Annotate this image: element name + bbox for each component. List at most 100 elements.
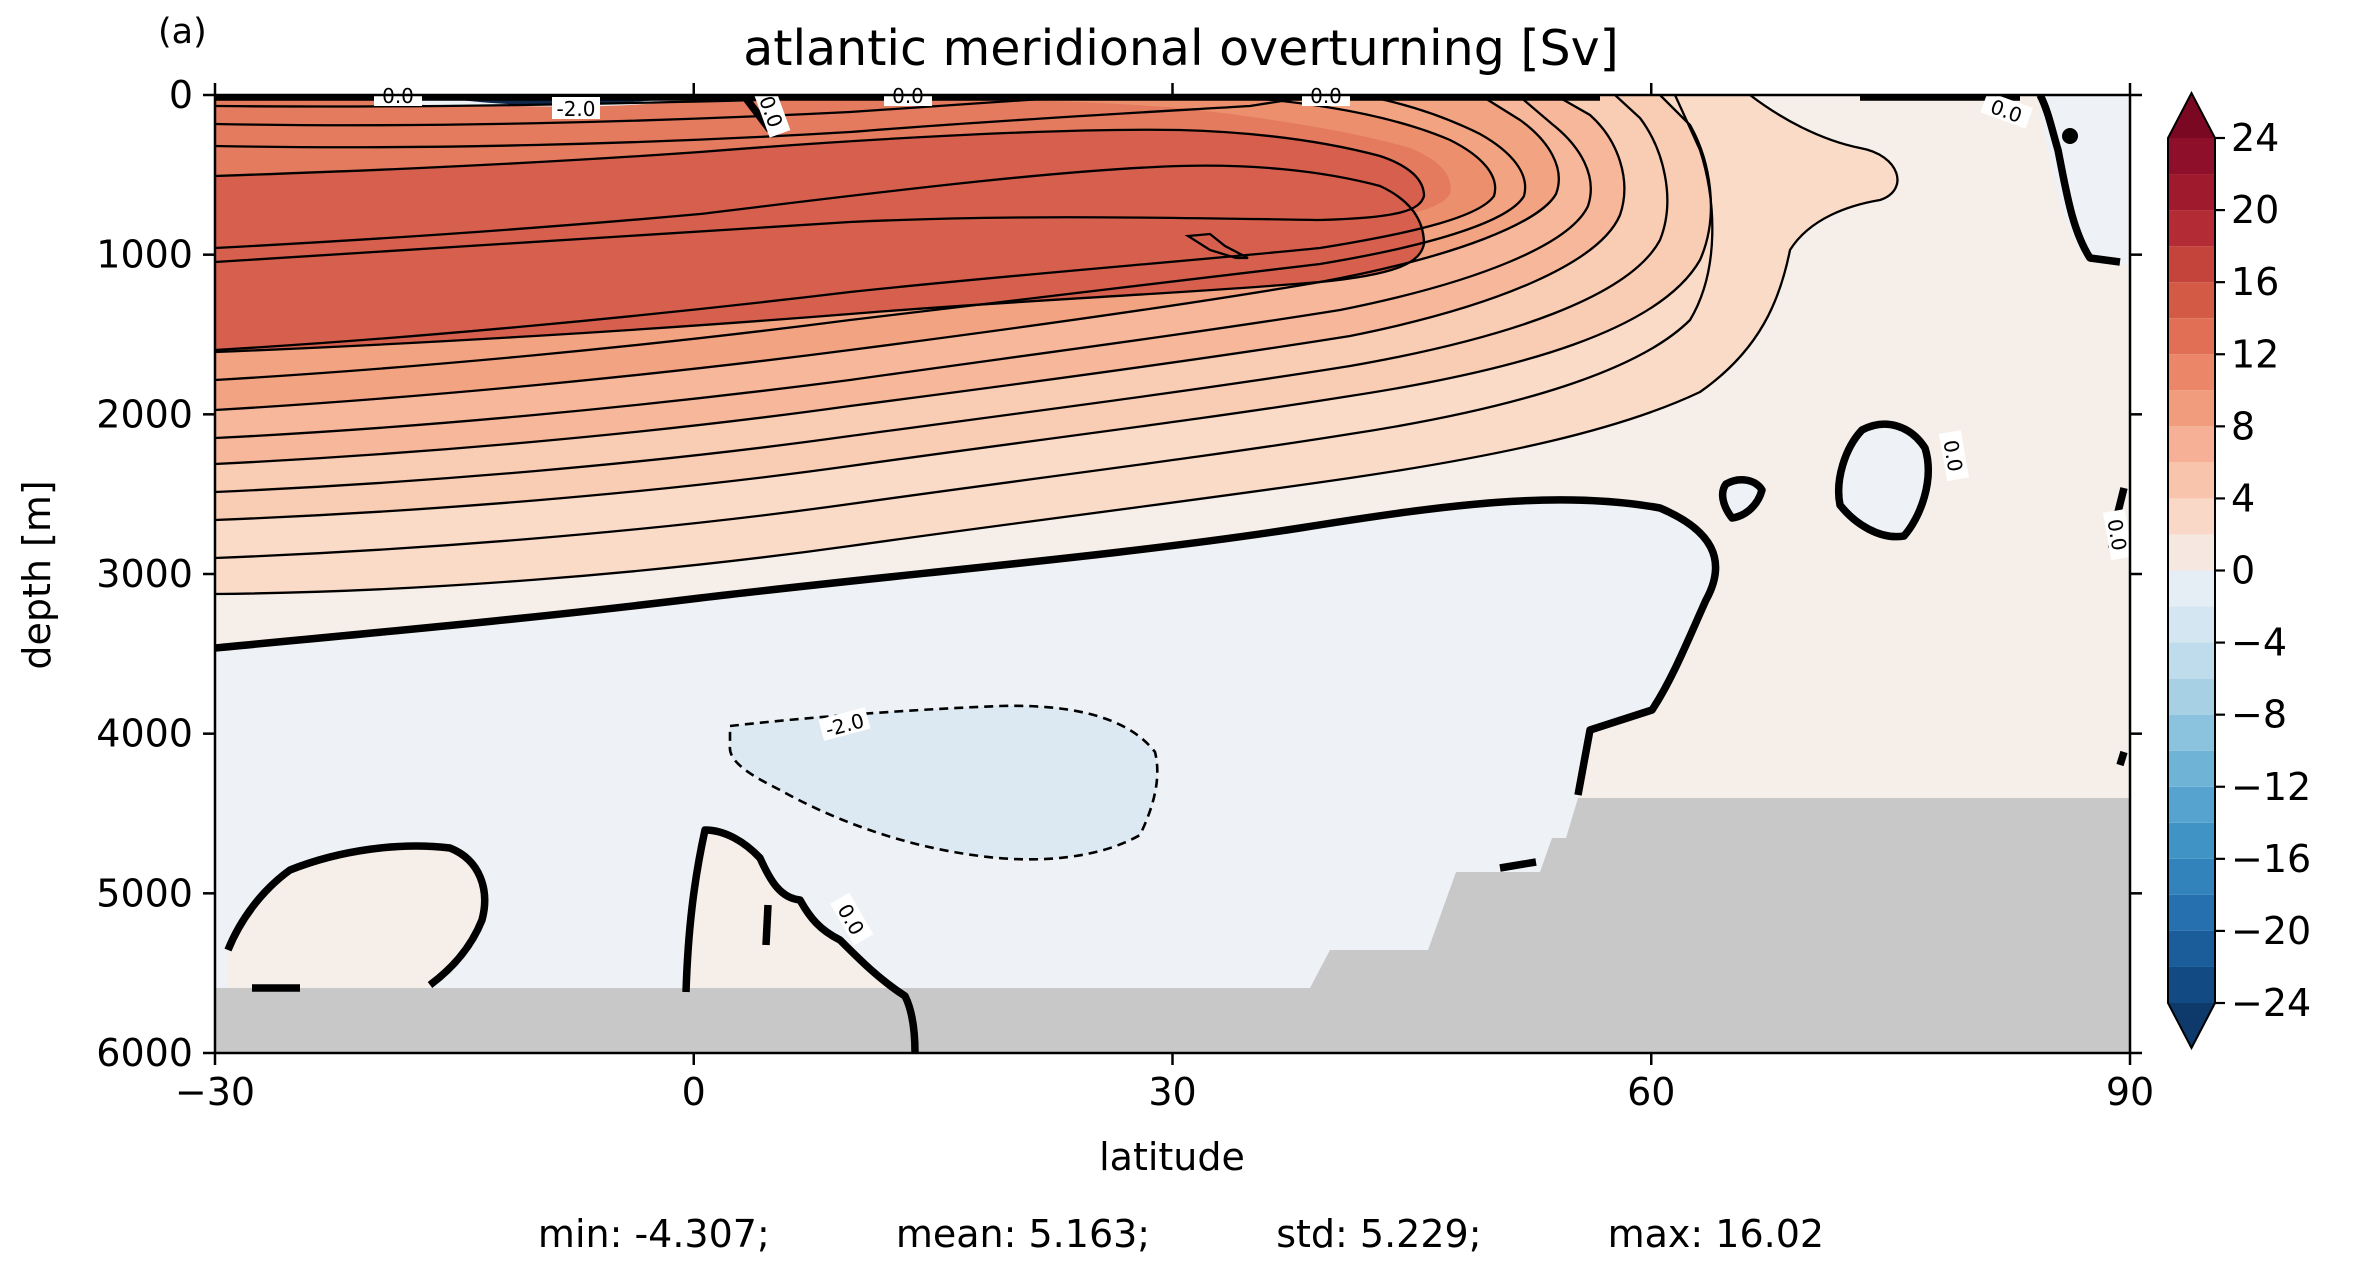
colorbar-tick-label: 8 [2231, 404, 2255, 448]
colorbar-tick-label: −16 [2231, 837, 2311, 881]
minus-two-contour [728, 704, 1159, 861]
colorbar-segment [2168, 246, 2215, 283]
colorbar-segment [2168, 786, 2215, 823]
contour-label-bg [2102, 509, 2133, 561]
contour-label: -2.0 [552, 97, 600, 121]
stat-std: std: 5.229; [1276, 1212, 1482, 1256]
colorbar-segment [2168, 318, 2215, 355]
zero-contour [224, 842, 489, 988]
chart-title: atlantic meridional overturning [Sv] [743, 20, 1619, 77]
contour-line [215, 95, 1560, 412]
contour-line [215, 95, 1497, 352]
contour-line [215, 95, 1669, 494]
colorbar-segment [2168, 282, 2215, 319]
contour-line [215, 95, 1713, 522]
overturning-field [215, 95, 2130, 1053]
x-tick-label: 0 [682, 1070, 706, 1114]
contour-line [215, 164, 1426, 354]
colorbar-tick-label: 24 [2231, 116, 2279, 160]
colorbar-segment [2168, 462, 2215, 499]
contour-label-text: 0.0 [2102, 517, 2131, 552]
colorbar-segment [2168, 210, 2215, 247]
colorbar-segment [2168, 714, 2215, 751]
colorbar-segment [2168, 858, 2215, 895]
zero-contour [215, 496, 1720, 796]
y-tick-label: 1000 [96, 233, 193, 277]
colorbar-segment [2168, 750, 2215, 787]
colorbar-tick-label: 4 [2231, 476, 2255, 520]
colorbar-tick-label: −4 [2231, 621, 2287, 665]
thin-contours [215, 95, 1899, 596]
y-tick-label: 0 [169, 73, 193, 117]
zero-contour [2116, 750, 2128, 767]
stat-min: min: -4.307; [537, 1212, 770, 1256]
colorbar-extend-top [2168, 93, 2215, 138]
y-tick-label: 4000 [96, 712, 193, 756]
zero-contour [2036, 95, 2121, 266]
contour-line [215, 95, 1527, 382]
contour-label-bg [753, 85, 791, 138]
contour-label: 0.0 [2102, 509, 2133, 561]
colorbar-segment [2168, 894, 2215, 931]
colorbar-segment [2168, 354, 2215, 391]
colorbar-segment [2168, 138, 2215, 175]
y-tick-label: 2000 [96, 392, 193, 436]
x-tick-label: −30 [175, 1070, 255, 1114]
contour-line [215, 95, 1592, 440]
contour-line [215, 128, 1426, 264]
colorbar-tick-label: 0 [2231, 549, 2255, 593]
colorbar-tick-label: −24 [2231, 981, 2311, 1025]
stats-line: min: -4.307; mean: 5.163; std: 5.229; ma… [0, 1212, 2362, 1256]
contour-line [215, 95, 1899, 596]
colorbar-tick-label: 12 [2231, 332, 2279, 376]
negative-region-small [1722, 479, 1762, 518]
colorbar-tick-label: −12 [2231, 765, 2311, 809]
contour-line [215, 95, 1714, 560]
zero-contour [762, 904, 772, 946]
colorbar-tick-label: −8 [2231, 693, 2287, 737]
y-axis: 0 1000 2000 3000 4000 5000 6000 [96, 73, 215, 1075]
contour-label: 0.0 [1938, 430, 1969, 482]
panel-label: (a) [158, 12, 207, 52]
x-axis: −30 0 30 60 90 [175, 1053, 2154, 1114]
contour-label-text: -2.0 [556, 97, 595, 121]
colorbar-segment [2168, 642, 2215, 679]
stat-mean: mean: 5.163; [895, 1212, 1151, 1256]
colorbar-tick-label: 20 [2231, 188, 2279, 232]
contour-line [215, 95, 1626, 466]
y-tick-label: 3000 [96, 552, 193, 596]
contour-label-bg [552, 97, 600, 119]
colorbar-segment [2168, 570, 2215, 607]
colorbar-segment [2168, 390, 2215, 427]
contour-label-bg [818, 707, 871, 741]
colorbar-segment [2168, 678, 2215, 715]
y-tick-label: 5000 [96, 871, 193, 915]
colorbar-tick-label: −20 [2231, 909, 2311, 953]
contour-line [1184, 232, 1249, 260]
colorbar-segment [2168, 498, 2215, 535]
zero-contour-dot [2062, 128, 2078, 144]
colorbar-tick-label: 16 [2231, 260, 2279, 304]
colorbar-segment [2168, 822, 2215, 859]
colorbar-segment [2168, 606, 2215, 643]
contour-label-text: 0.0 [1938, 438, 1967, 473]
zero-contour [1834, 420, 1932, 541]
negative-region-north [1838, 424, 1929, 537]
colorbar: 24 20 16 12 8 4 0 −4 −8 −12 −16 −20 −24 [2167, 90, 2311, 1051]
stat-max: max: 16.02 [1607, 1212, 1825, 1256]
colorbar-segment [2168, 426, 2215, 463]
top-axis-ticks [213, 83, 2132, 95]
x-tick-label: 90 [2106, 1070, 2154, 1114]
x-axis-label: latitude [1099, 1135, 1245, 1179]
contour-line [215, 95, 1321, 149]
colorbar-segment [2168, 174, 2215, 211]
contour-label-bg [1938, 430, 1969, 482]
zero-contour [1499, 858, 1537, 872]
right-axis-ticks [2130, 93, 2142, 1055]
x-tick-label: 30 [1148, 1070, 1196, 1114]
zero-contour [682, 826, 919, 1053]
zero-contour [1718, 476, 1766, 522]
contour-label-bg [830, 892, 874, 946]
